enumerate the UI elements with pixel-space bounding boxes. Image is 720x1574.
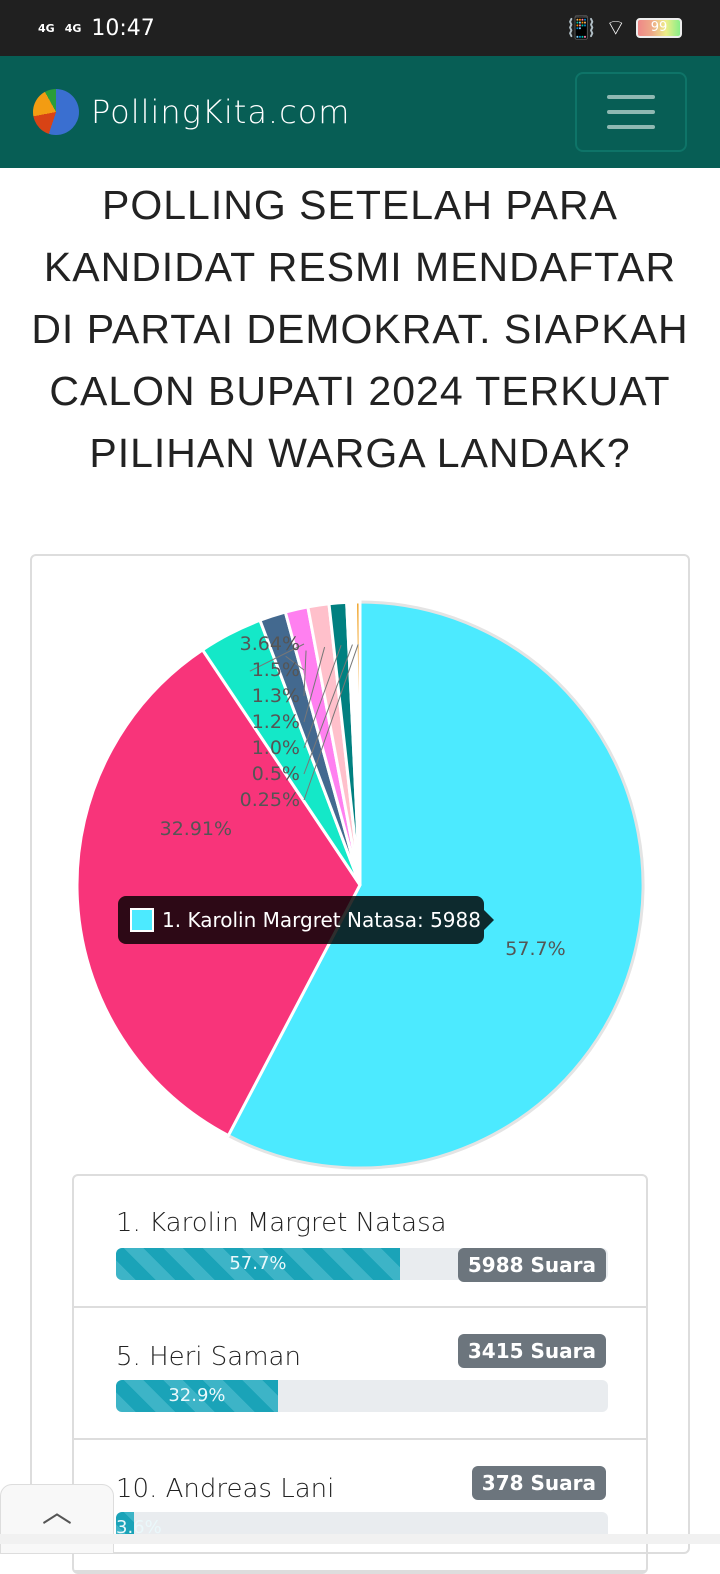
vote-badge: 5988 Suara [457,1248,606,1282]
progress-fill: 32.9% [116,1380,278,1412]
status-bar: 4G 4G 10:47 📳 ⌔ 99 [0,0,720,56]
slice-label: 1.2% [252,711,300,733]
slice-label: 57.7% [505,938,565,960]
wifi-icon: ⌔ [605,16,626,41]
vibrate-icon: 📳 [567,15,596,41]
list-item: 10. Andreas Lani 3.6% 378 Suara [74,1440,646,1572]
candidate-name: 1. Karolin Margret Natasa [116,1208,447,1238]
leader-line [303,650,307,697]
leader-line [303,644,359,801]
leader-line [303,644,353,775]
chart-tooltip: 1. Karolin Margret Natasa: 5988 [118,896,494,944]
pie-slice[interactable] [354,600,362,886]
progress-fill: 57.7% [116,1248,400,1280]
brand-name: PollingKita.com [91,93,351,131]
pie-chart[interactable]: 57.7% 32.91% 3.64% 1.5% 1.3% 1.2% 1.0% 0.5% 0.25… [0,0,720,1200]
candidate-name: 10. Andreas Lani [116,1474,335,1504]
list-item: 5. Heri Saman 32.9% 3415 Suara [74,1308,646,1440]
logo-icon [33,89,79,135]
slice-label: 0.25% [240,789,300,811]
signal-icon: 4G [64,21,82,35]
leader-line [285,655,305,671]
tooltip-text: 1. Karolin Margret Natasa: 5988 [162,908,481,932]
pie-slice[interactable] [75,647,362,1138]
menu-button[interactable] [575,72,687,152]
slice-label: 1.0% [252,737,300,759]
leader-line [303,646,326,723]
slice-label: 32.91% [160,818,232,840]
slice-label: 1.5% [252,659,300,681]
signal-icon: 4G [38,21,55,35]
vote-badge: 3415 Suara [457,1334,606,1368]
leader-line [249,643,305,672]
vote-badge: 378 Suara [471,1466,606,1500]
slice-label: 1.3% [252,685,300,707]
slice-label: 3.64% [240,633,300,655]
leader-line [303,645,342,749]
tooltip-swatch [130,908,154,932]
clock: 10:47 [91,15,155,41]
brand-link[interactable]: PollingKita.com [33,89,350,135]
results-list: 1. Karolin Margret Natasa 57.7% 5988 Sua… [72,1174,648,1574]
list-item: 1. Karolin Margret Natasa 57.7% 5988 Sua… [74,1176,646,1308]
slice-label: 0.5% [252,763,300,785]
chevron-up-icon: ︿ [42,1495,72,1530]
candidate-name: 5. Heri Saman [116,1342,301,1372]
navbar: PollingKita.com [0,56,720,168]
bottom-bar [0,1534,720,1544]
progress-bar: 32.9% [116,1380,608,1412]
page-title: POLLING SETELAH PARA KANDIDAT RESMI MEND… [31,182,689,476]
battery-icon: 99 [636,18,682,38]
pie-slice[interactable] [226,600,645,1170]
